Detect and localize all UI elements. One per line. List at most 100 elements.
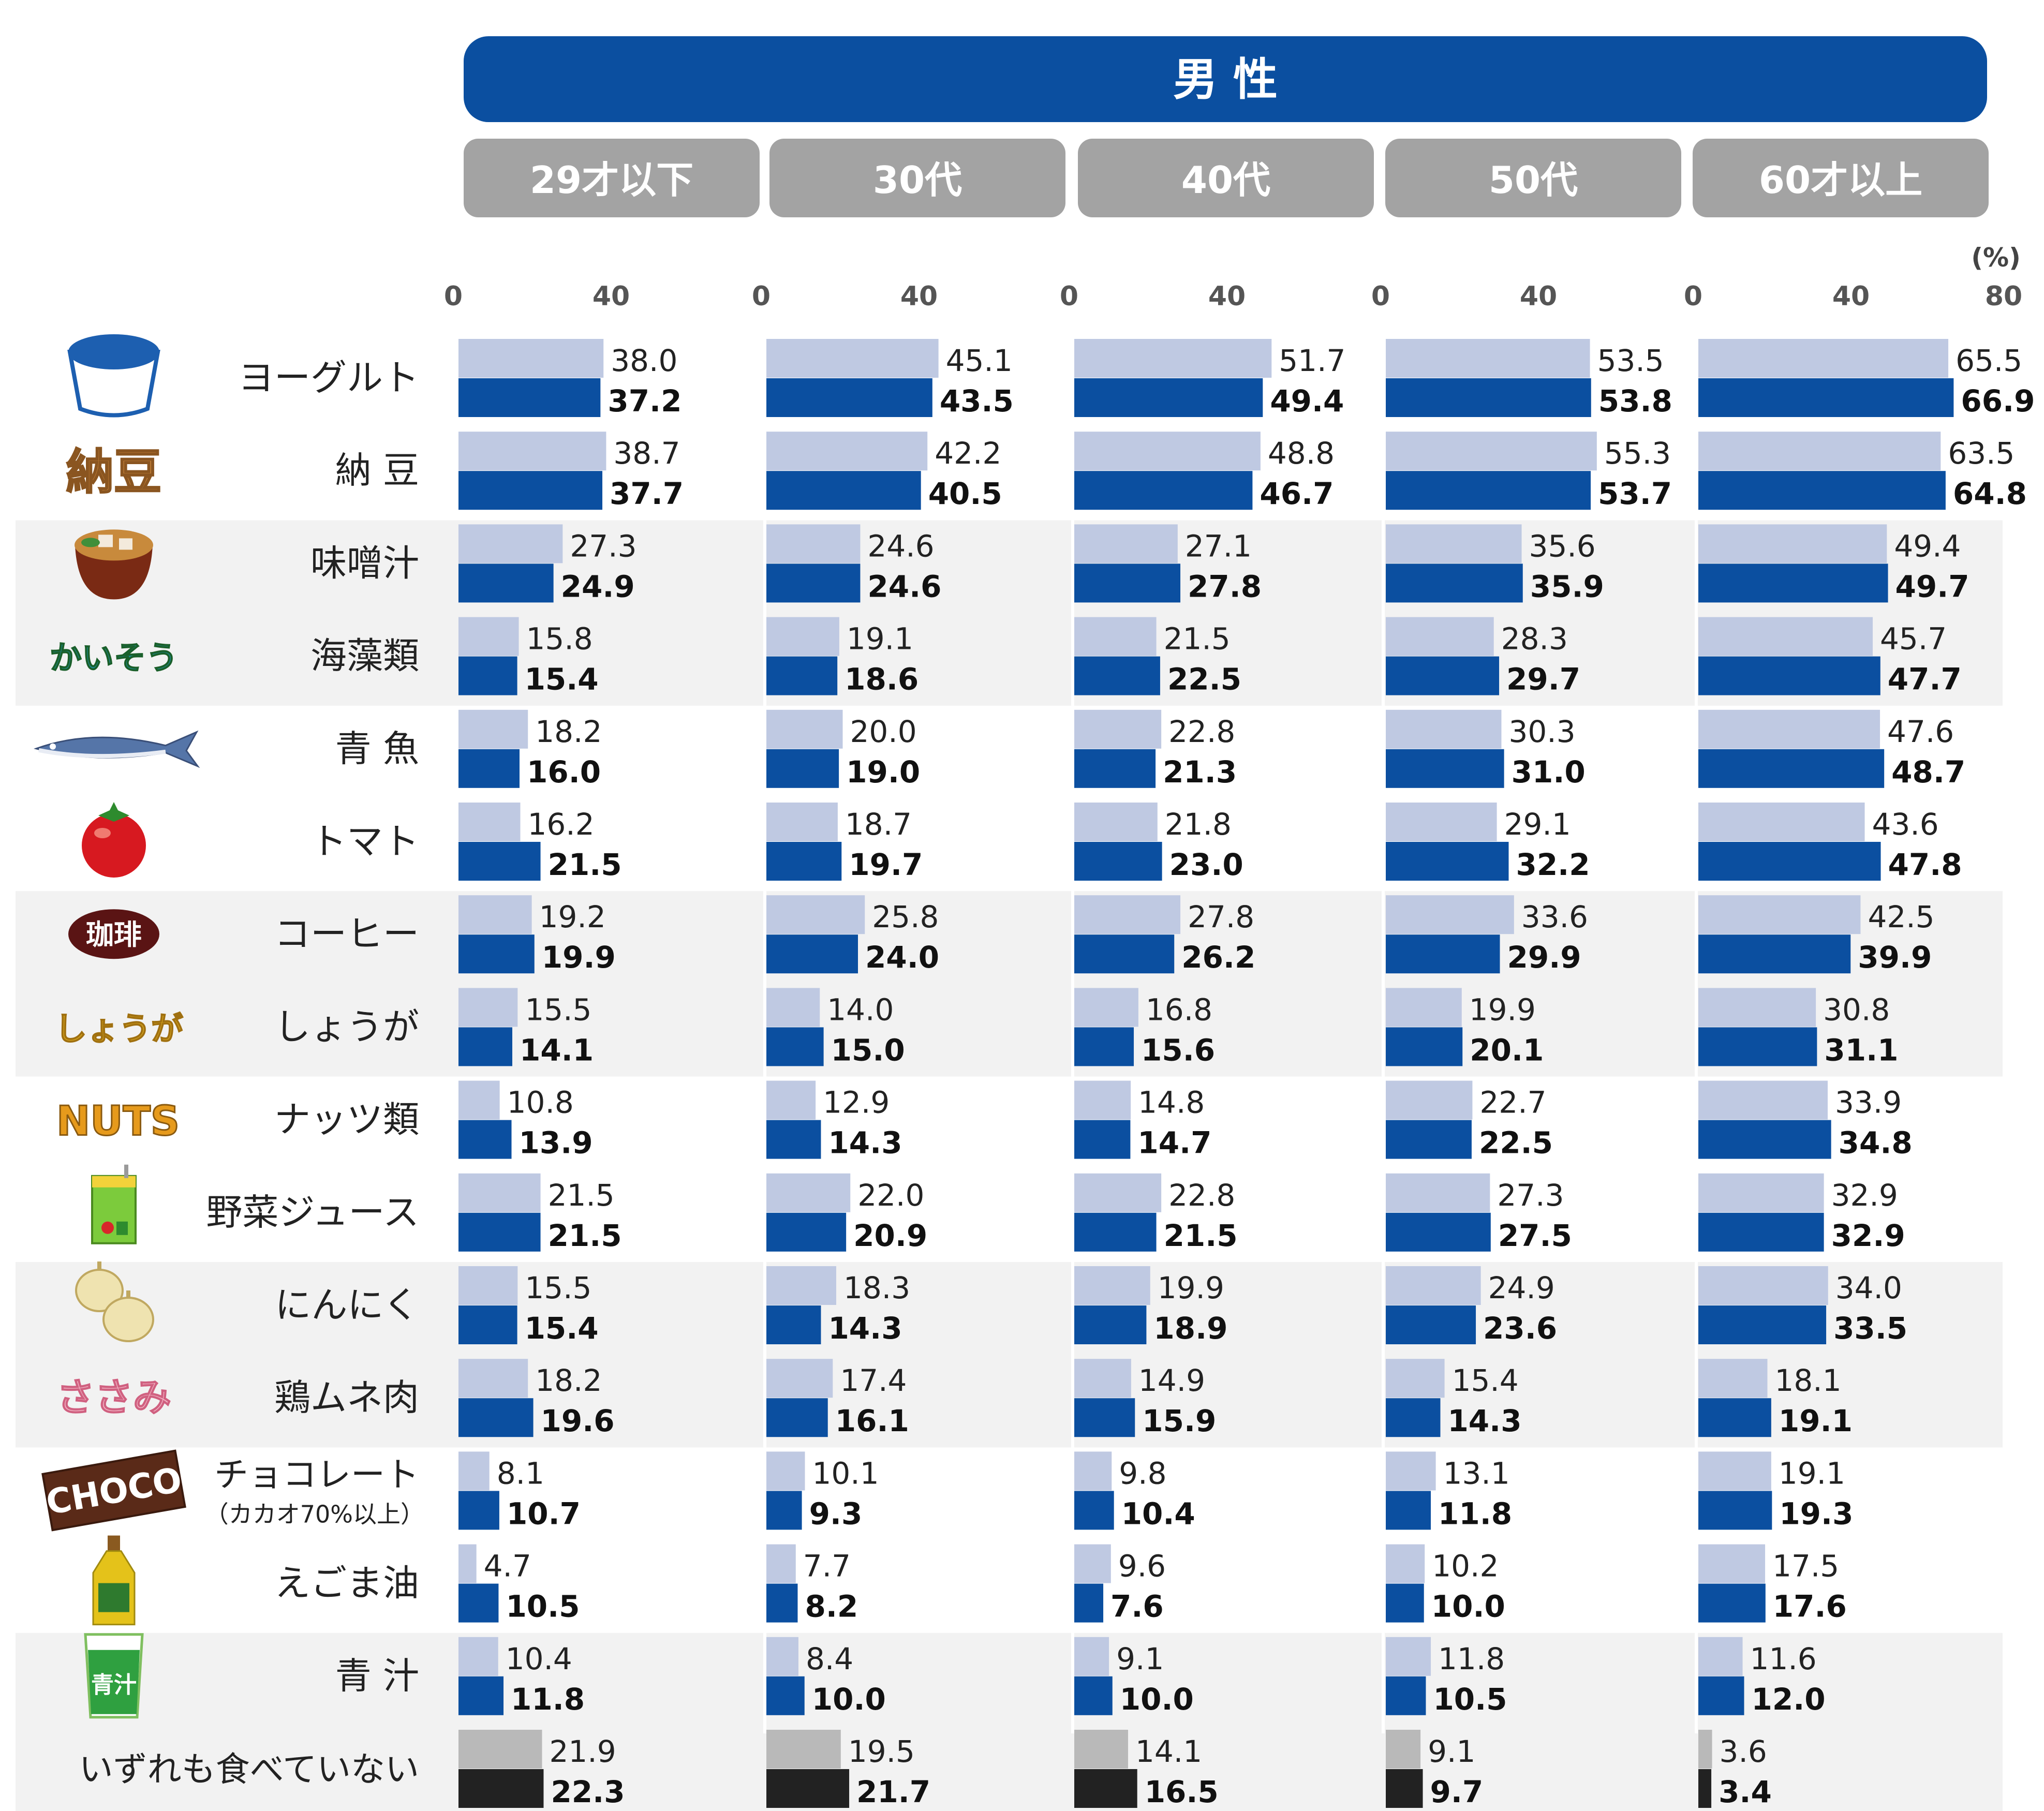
value-label-current: 15.4 <box>525 662 599 697</box>
bar-previous <box>1386 617 1494 656</box>
value-label-previous: 53.5 <box>1597 343 1664 378</box>
bar-current <box>458 749 520 788</box>
value-label-current: 53.8 <box>1598 383 1672 419</box>
value-label-current: 10.5 <box>1433 1682 1507 1717</box>
natto-icon-text: 納豆 <box>66 444 161 500</box>
fish-icon <box>34 730 200 768</box>
axis-tick-label: 0 <box>444 281 463 312</box>
seaweed-icon-text: かいそう <box>50 639 178 677</box>
bar-previous <box>1698 895 1861 934</box>
value-label-previous: 33.6 <box>1521 899 1588 934</box>
bar-current <box>1074 1120 1131 1159</box>
value-label-previous: 42.2 <box>935 436 1001 471</box>
bar-previous <box>766 432 928 471</box>
bar-current <box>1698 1027 1817 1066</box>
bar-previous <box>458 432 606 471</box>
bar-current <box>1698 749 1885 788</box>
bar-previous <box>1386 803 1497 841</box>
bar-previous <box>1386 988 1462 1027</box>
bar-current <box>458 1769 544 1808</box>
bar-previous <box>458 1637 498 1676</box>
bar-previous <box>458 709 528 749</box>
value-label-current: 19.9 <box>542 940 616 975</box>
bar-current <box>1386 934 1500 974</box>
bar-previous <box>766 617 839 656</box>
value-label-current: 14.3 <box>1447 1403 1521 1438</box>
value-label-previous: 15.5 <box>525 992 591 1027</box>
category-row: かいそう 海藻類 15.8 15.4 19.1 18.6 21.5 22.5 28.3 29.7 4… <box>49 617 1962 697</box>
bar-previous <box>458 524 563 563</box>
chicken-breast-icon-text: ささみ <box>56 1375 171 1420</box>
value-label-current: 19.7 <box>849 847 923 882</box>
value-label-current: 24.0 <box>865 940 939 975</box>
bar-previous <box>1698 1266 1828 1305</box>
value-label-previous: 34.0 <box>1835 1270 1902 1305</box>
bar-current <box>766 1676 805 1715</box>
value-label-previous: 45.7 <box>1880 621 1947 657</box>
value-label-current: 32.2 <box>1516 847 1590 882</box>
value-label-previous: 16.2 <box>527 807 594 842</box>
bar-current <box>1698 1583 1766 1623</box>
value-label-previous: 9.8 <box>1119 1456 1166 1491</box>
value-label-current: 16.1 <box>835 1403 909 1438</box>
bar-previous <box>458 1359 528 1398</box>
value-label-previous: 27.8 <box>1188 899 1254 934</box>
value-label-current: 14.3 <box>828 1311 902 1346</box>
value-label-current: 31.1 <box>1824 1032 1898 1067</box>
value-label-current: 39.9 <box>1858 940 1932 975</box>
value-label-current: 31.0 <box>1512 754 1586 790</box>
bar-current <box>1386 656 1500 695</box>
bar-current <box>1386 1583 1424 1623</box>
bar-current <box>458 563 554 603</box>
value-label-current: 10.5 <box>506 1589 580 1624</box>
category-row: えごま油 4.7 10.5 7.7 8.2 9.6 7.6 10.2 10.0 17.5 17.6 <box>92 1535 1847 1626</box>
value-label-current: 29.9 <box>1507 940 1581 975</box>
bar-current <box>1074 1583 1104 1623</box>
category-row: NUTS ナッツ類 10.8 13.9 12.9 14.3 14.8 14.7 22.7 22.5… <box>56 1080 1913 1161</box>
row-stripe <box>16 520 2003 706</box>
value-label-current: 53.7 <box>1598 476 1672 511</box>
value-label-previous: 13.1 <box>1443 1456 1510 1491</box>
bar-previous <box>766 1730 841 1769</box>
axis-tick-label: 0 <box>1060 281 1078 312</box>
bar-previous <box>1074 1266 1150 1305</box>
bar-current <box>1386 749 1504 788</box>
seaweed-icon: かいそう <box>49 639 179 677</box>
bar-previous <box>1074 988 1138 1027</box>
bar-previous <box>1698 524 1887 563</box>
value-label-current: 35.9 <box>1530 569 1604 604</box>
bar-current <box>1698 1305 1827 1344</box>
miso-soup-icon <box>75 529 153 600</box>
category-row: 野菜ジュース 21.5 21.5 22.0 20.9 22.8 21.5 27.3 27.5 32… <box>91 1164 1905 1253</box>
bar-previous <box>1074 1173 1162 1212</box>
value-label-previous: 63.5 <box>1948 436 2015 471</box>
value-label-previous: 12.9 <box>823 1085 890 1120</box>
value-label-current: 10.0 <box>1431 1589 1505 1624</box>
bar-current <box>766 471 921 510</box>
value-label-previous: 22.0 <box>857 1178 924 1213</box>
value-label-current: 18.9 <box>1153 1311 1227 1346</box>
value-label-current: 47.7 <box>1888 662 1962 697</box>
bar-current <box>766 749 839 788</box>
bar-previous <box>1386 709 1502 749</box>
value-label-current: 40.5 <box>928 476 1002 511</box>
coffee-icon: 珈琲 <box>68 909 159 959</box>
bar-current <box>458 842 541 881</box>
row-stripe <box>16 1632 2003 1811</box>
value-label-previous: 22.8 <box>1168 1178 1235 1213</box>
value-label-previous: 43.6 <box>1872 807 1939 842</box>
bar-current <box>1698 656 1880 695</box>
bar-current <box>1074 934 1175 974</box>
egoma-oil-icon <box>92 1535 136 1626</box>
bar-previous <box>1074 803 1158 841</box>
bar-current <box>1698 842 1881 881</box>
bar-current <box>766 1027 824 1066</box>
value-label-current: 27.8 <box>1188 569 1262 604</box>
bar-previous <box>1386 432 1597 471</box>
value-label-current: 48.7 <box>1891 754 1965 790</box>
category-label: 鶏ムネ肉 <box>274 1376 419 1419</box>
bar-current <box>1698 1676 1744 1715</box>
value-label-current: 21.5 <box>1164 1218 1238 1253</box>
bar-previous <box>1698 339 1949 378</box>
